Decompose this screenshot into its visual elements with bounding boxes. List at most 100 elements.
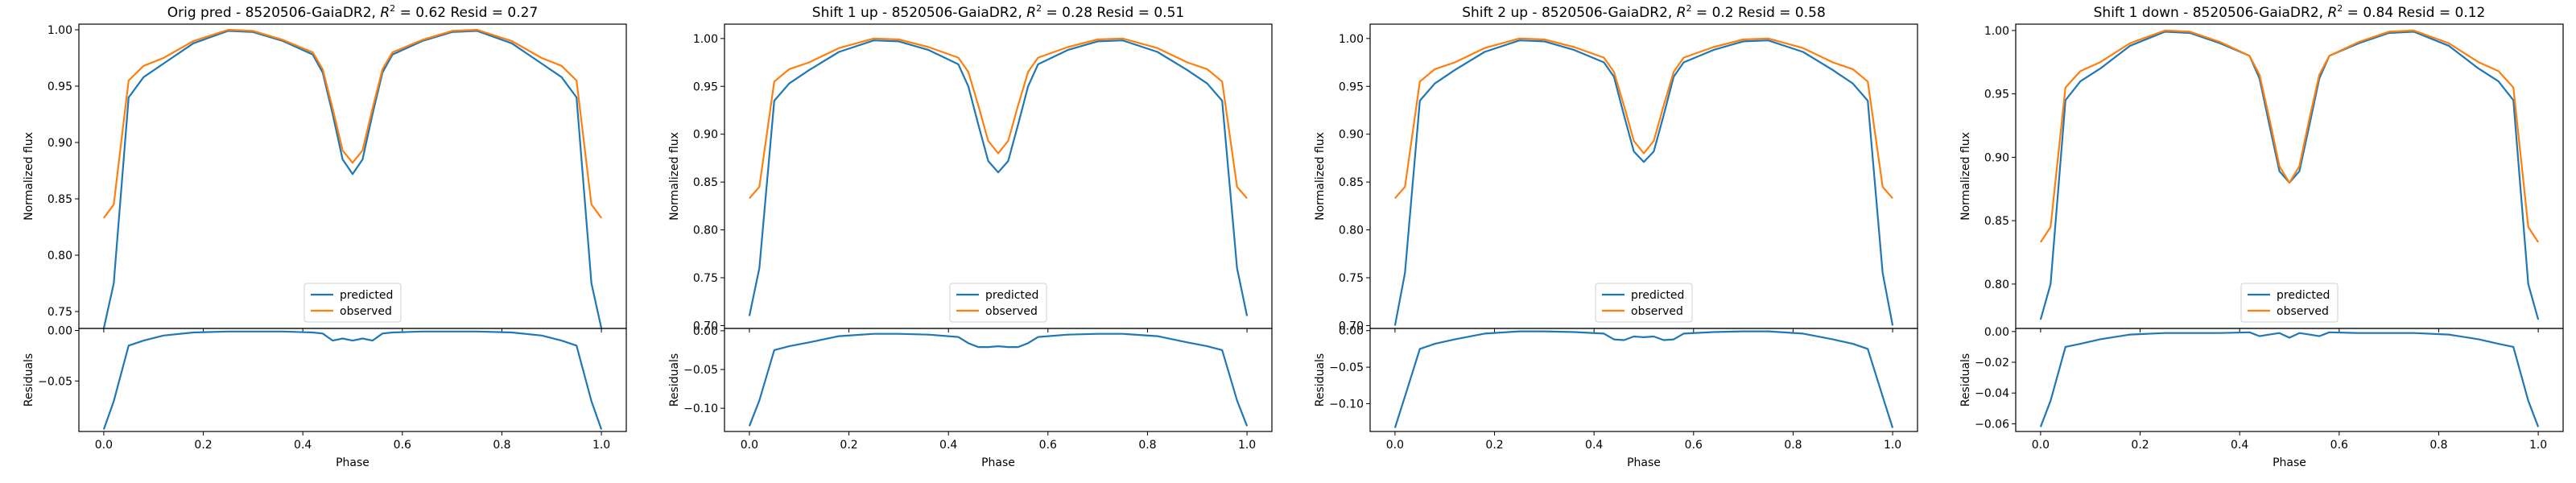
title-suffix: = 0.2 Resid = 0.58 bbox=[1692, 5, 1826, 21]
title-r2-label: R bbox=[380, 5, 390, 21]
residual-line bbox=[2039, 331, 2540, 427]
top-ytick-label: 0.75 bbox=[693, 272, 718, 285]
series-line-predicted bbox=[2039, 31, 2540, 320]
bottom-ytick-label: 0.00 bbox=[1984, 326, 2009, 339]
legend-label-predicted: predicted bbox=[1631, 289, 1684, 302]
title-prefix: Shift 1 down - 8520506-GaiaDR2, bbox=[2094, 5, 2328, 21]
bottom-ytick-label: −0.05 bbox=[1329, 361, 1364, 374]
bottom-xtick-label: 0.4 bbox=[294, 439, 312, 452]
title-r2-sup: 2 bbox=[390, 3, 395, 14]
legend-label-observed: observed bbox=[340, 305, 392, 318]
bottom-ytick-label: −0.06 bbox=[1975, 418, 2009, 431]
bottom-xtick-label: 0.2 bbox=[194, 439, 212, 452]
bottom-axes-frame bbox=[2015, 328, 2564, 432]
subplot-title: Orig pred - 8520506-GaiaDR2, R2 = 0.62 R… bbox=[167, 3, 539, 21]
top-ytick-label: 0.90 bbox=[47, 137, 72, 150]
top-ytick-label: 0.75 bbox=[1339, 272, 1364, 285]
top-axes-frame bbox=[724, 23, 1273, 329]
residual-line bbox=[1393, 330, 1894, 428]
bottom-ylabel: Residuals bbox=[668, 353, 681, 407]
bottom-ytick-label: 0.00 bbox=[47, 325, 72, 338]
bottom-ytick-label: −0.10 bbox=[683, 402, 718, 415]
top-ytick-label: 0.90 bbox=[693, 129, 718, 142]
top-ytick-label: 0.70 bbox=[1339, 320, 1364, 332]
top-ylabel: Normalized flux bbox=[668, 132, 681, 221]
bottom-xtick-label: 0.8 bbox=[1138, 439, 1156, 452]
title-prefix: Shift 1 up - 8520506-GaiaDR2, bbox=[812, 5, 1027, 21]
bottom-xtick-label: 0.8 bbox=[1784, 439, 1802, 452]
bottom-xtick-label: 0.6 bbox=[2330, 439, 2348, 452]
bottom-ytick-label: −0.04 bbox=[1975, 387, 2009, 400]
top-ytick-label: 1.00 bbox=[1339, 33, 1364, 46]
legend-box bbox=[1595, 283, 1693, 323]
bottom-xtick-label: 0.2 bbox=[1485, 439, 1503, 452]
bottom-xtick-label: 1.0 bbox=[1238, 439, 1256, 452]
legend-box bbox=[303, 283, 402, 323]
bottom-xtick-label: 1.0 bbox=[592, 439, 610, 452]
series-line-observed bbox=[1394, 37, 1893, 200]
bottom-xlabel: Phase bbox=[981, 456, 1015, 469]
bottom-xtick-label: 0.4 bbox=[1585, 439, 1603, 452]
bottom-xlabel: Phase bbox=[336, 456, 369, 469]
top-ytick-label: 0.80 bbox=[1984, 279, 2009, 291]
series-line-predicted bbox=[748, 39, 1249, 316]
top-ytick-label: 0.95 bbox=[1339, 80, 1364, 93]
bottom-ytick-label: −0.05 bbox=[683, 364, 718, 377]
top-ytick-label: 0.80 bbox=[1339, 225, 1364, 237]
legend-label-predicted: predicted bbox=[340, 289, 393, 302]
top-ytick-label: 0.80 bbox=[47, 250, 72, 262]
bottom-xtick-label: 0.4 bbox=[939, 439, 957, 452]
title-r2-label: R bbox=[2327, 5, 2337, 21]
bottom-ytick-label: −0.02 bbox=[1975, 357, 2009, 369]
top-ylabel: Normalized flux bbox=[1959, 132, 1972, 221]
bottom-xlabel: Phase bbox=[2273, 456, 2306, 469]
title-r2-sup: 2 bbox=[1686, 3, 1692, 14]
bottom-xtick-label: 0.6 bbox=[1039, 439, 1057, 452]
title-prefix: Shift 2 up - 8520506-GaiaDR2, bbox=[1462, 5, 1677, 21]
bottom-xtick-label: 0.0 bbox=[1386, 439, 1404, 452]
top-ytick-label: 0.95 bbox=[47, 80, 72, 93]
top-ytick-label: 0.85 bbox=[1984, 215, 2009, 228]
subplot-title: Shift 1 up - 8520506-GaiaDR2, R2 = 0.28 … bbox=[812, 3, 1184, 21]
bottom-ylabel: Residuals bbox=[1314, 353, 1327, 407]
title-suffix: = 0.62 Resid = 0.27 bbox=[395, 5, 538, 21]
title-r2-label: R bbox=[1026, 5, 1036, 21]
top-ytick-label: 1.00 bbox=[693, 33, 718, 46]
top-ytick-label: 0.80 bbox=[693, 225, 718, 237]
bottom-ylabel: Residuals bbox=[23, 353, 35, 407]
top-ytick-label: 0.85 bbox=[1339, 176, 1364, 189]
legend-label-predicted: predicted bbox=[2277, 289, 2330, 302]
bottom-xtick-label: 1.0 bbox=[2529, 439, 2547, 452]
title-r2-label: R bbox=[1677, 5, 1686, 21]
series-line-predicted bbox=[102, 30, 603, 329]
bottom-xtick-label: 0.0 bbox=[95, 439, 113, 452]
subplot-title: Shift 1 down - 8520506-GaiaDR2, R2 = 0.8… bbox=[2094, 3, 2486, 21]
subplot-3: Shift 2 up - 8520506-GaiaDR2, R2 = 0.2 R… bbox=[1314, 3, 1918, 469]
top-ytick-label: 0.95 bbox=[693, 80, 718, 93]
top-ylabel: Normalized flux bbox=[1314, 132, 1327, 221]
bottom-xtick-label: 0.0 bbox=[2032, 439, 2050, 452]
residual-line bbox=[748, 332, 1249, 427]
subplot-2: Shift 1 up - 8520506-GaiaDR2, R2 = 0.28 … bbox=[668, 3, 1273, 469]
top-ytick-label: 0.90 bbox=[1339, 129, 1364, 142]
series-line-observed bbox=[2039, 29, 2540, 243]
bottom-xtick-label: 0.6 bbox=[394, 439, 411, 452]
legend-box bbox=[2240, 283, 2339, 323]
top-ytick-label: 1.00 bbox=[1984, 25, 2009, 38]
top-ytick-label: 1.00 bbox=[47, 24, 72, 37]
bottom-xtick-label: 1.0 bbox=[1884, 439, 1901, 452]
top-ytick-label: 0.95 bbox=[1984, 89, 2009, 101]
top-ylabel: Normalized flux bbox=[23, 132, 35, 221]
top-ytick-label: 0.90 bbox=[1984, 151, 2009, 164]
top-ytick-label: 0.85 bbox=[693, 176, 718, 189]
top-axes-frame bbox=[78, 23, 627, 329]
subplot-title: Shift 2 up - 8520506-GaiaDR2, R2 = 0.2 R… bbox=[1462, 3, 1826, 21]
residual-line bbox=[102, 330, 603, 430]
bottom-ytick-label: −0.05 bbox=[38, 375, 72, 388]
bottom-xtick-label: 0.0 bbox=[741, 439, 758, 452]
series-line-observed bbox=[103, 28, 602, 219]
title-prefix: Orig pred - 8520506-GaiaDR2, bbox=[167, 5, 381, 21]
title-r2-sup: 2 bbox=[1036, 3, 1042, 14]
top-ytick-label: 0.75 bbox=[47, 306, 72, 319]
